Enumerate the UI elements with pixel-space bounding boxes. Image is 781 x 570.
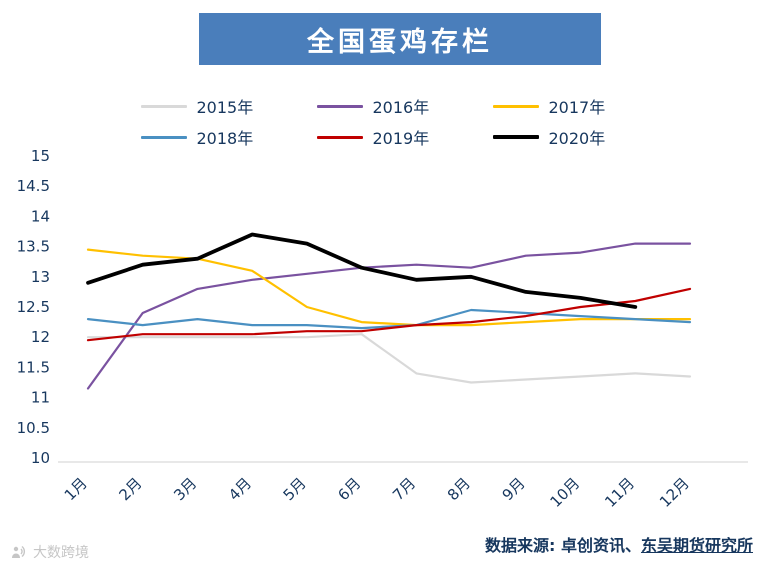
legend-line-swatch <box>316 135 363 139</box>
page-title: 全国蛋鸡存栏 <box>307 26 493 58</box>
x-tick-label: 4月 <box>225 474 255 504</box>
y-tick-label: 10.5 <box>17 419 50 437</box>
series-line-2016年 <box>86 242 692 390</box>
legend-item-2016年: 2016年 <box>316 94 465 118</box>
y-tick-label: 11.5 <box>17 358 50 376</box>
data-source-prefix: 数据来源: 卓创资讯、 <box>485 536 641 555</box>
series-line-2018年 <box>86 308 692 330</box>
data-source-underlined: 东吴期货研究所 <box>640 536 753 555</box>
title-bar: 全国蛋鸡存栏 <box>199 13 601 65</box>
legend-label: 2016年 <box>372 98 430 117</box>
legend-row: 2015年 2016年 2017年 <box>140 94 641 118</box>
y-tick-label: 12.5 <box>17 298 50 316</box>
legend-line-swatch <box>492 135 539 139</box>
watermark-logo-icon <box>12 545 26 558</box>
legend-item-2019年: 2019年 <box>316 125 465 149</box>
y-tick-label: 15 <box>31 147 50 165</box>
x-tick-label: 11月 <box>601 474 638 511</box>
legend-item-2018年: 2018年 <box>140 125 289 149</box>
legend-item-2017年: 2017年 <box>492 94 641 118</box>
series-line-2020年 <box>86 232 638 309</box>
watermark-text: 大数跨境 <box>33 545 89 561</box>
x-tick-label: 9月 <box>499 474 529 504</box>
y-tick-label: 14 <box>31 207 50 225</box>
legend-row: 2018年 2019年 2020年 <box>140 125 641 149</box>
series-line-2015年 <box>86 333 692 384</box>
y-tick-label: 13 <box>31 268 50 286</box>
legend-line-swatch <box>492 104 539 108</box>
y-tick-label: 14.5 <box>17 177 50 195</box>
x-tick-label: 12月 <box>656 474 693 511</box>
legend-label: 2017年 <box>548 98 606 117</box>
legend: 2015年 2016年 2017年 2018年 2019年 2020年 <box>0 94 781 149</box>
x-tick-label: 5月 <box>280 474 310 504</box>
legend-label: 2015年 <box>196 98 254 117</box>
x-tick-label: 1月 <box>61 474 91 504</box>
legend-item-2020年: 2020年 <box>492 125 641 149</box>
y-tick-label: 10 <box>31 449 50 467</box>
legend-line-swatch <box>140 135 187 139</box>
x-tick-label: 7月 <box>389 474 419 504</box>
x-tick-label: 3月 <box>170 474 200 504</box>
legend-line-swatch <box>140 104 187 108</box>
x-tick-label: 10月 <box>547 474 584 511</box>
y-tick-label: 12 <box>31 328 50 346</box>
series-line-2019年 <box>86 287 692 342</box>
x-tick-label: 2月 <box>115 474 145 504</box>
legend-label: 2019年 <box>372 129 430 148</box>
legend-item-2015年: 2015年 <box>140 94 289 118</box>
y-tick-label: 13.5 <box>17 238 50 256</box>
x-tick-label: 8月 <box>444 474 474 504</box>
legend-label: 2020年 <box>548 129 606 148</box>
x-tick-label: 6月 <box>334 474 364 504</box>
watermark: 大数跨境 <box>10 542 89 562</box>
y-tick-label: 11 <box>31 389 50 407</box>
data-source-note: 数据来源: 卓创资讯、东吴期货研究所 <box>485 532 753 556</box>
legend-line-swatch <box>316 104 363 108</box>
legend-label: 2018年 <box>196 129 254 148</box>
